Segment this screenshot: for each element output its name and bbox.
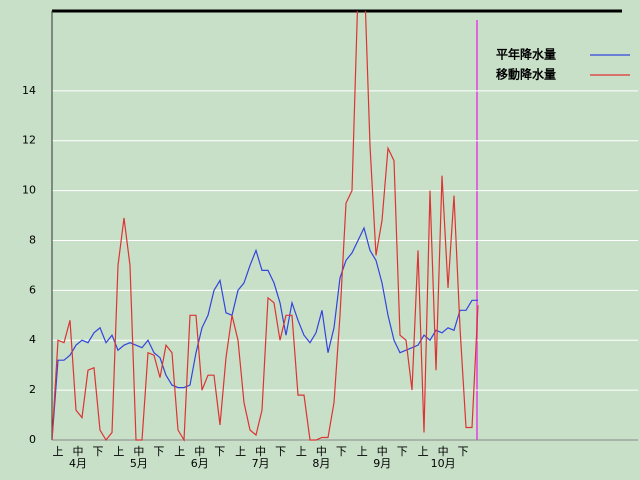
- y-tick-label: 10: [22, 184, 36, 197]
- x-tick-label: 中: [255, 445, 266, 458]
- x-tick-label: 上: [174, 445, 185, 458]
- x-tick-label: 上: [113, 445, 124, 458]
- x-tick-label: 中: [194, 445, 205, 458]
- x-tick-label: 中: [73, 445, 84, 458]
- y-tick-label: 8: [29, 233, 36, 246]
- x-tick-label: 中: [438, 445, 449, 458]
- series-line: [52, 11, 479, 442]
- x-tick-label: 下: [93, 445, 104, 458]
- month-label: 10月: [431, 457, 456, 470]
- x-tick-label: 上: [53, 445, 64, 458]
- x-tick-label: 下: [153, 445, 164, 458]
- x-tick-label: 下: [214, 445, 225, 458]
- x-tick-label: 下: [275, 445, 286, 458]
- plot-area: [52, 11, 479, 442]
- y-tick-label: 12: [22, 134, 36, 147]
- x-tick-label: 上: [418, 445, 429, 458]
- x-tick-label: 中: [133, 445, 144, 458]
- month-label: 6月: [191, 457, 209, 470]
- x-tick-label: 下: [458, 445, 469, 458]
- y-tick-label: 14: [22, 84, 36, 97]
- month-label: 4月: [69, 457, 87, 470]
- legend-label: 平年降水量: [496, 47, 556, 62]
- y-tick-label: 6: [29, 283, 36, 296]
- x-tick-label: 上: [235, 445, 246, 458]
- x-tick-label: 下: [336, 445, 347, 458]
- x-tick-label: 上: [357, 445, 368, 458]
- y-tick-label: 2: [29, 383, 36, 396]
- month-label: 9月: [373, 457, 391, 470]
- x-tick-label: 中: [316, 445, 327, 458]
- month-label: 5月: [130, 457, 148, 470]
- y-tick-label: 0: [29, 433, 36, 446]
- x-tick-label: 中: [377, 445, 388, 458]
- x-tick-label: 下: [397, 445, 408, 458]
- y-tick-label: 4: [29, 333, 36, 346]
- legend-label: 移動降水量: [496, 67, 556, 82]
- month-label: 7月: [252, 457, 270, 470]
- x-tick-label: 上: [296, 445, 307, 458]
- month-label: 8月: [312, 457, 330, 470]
